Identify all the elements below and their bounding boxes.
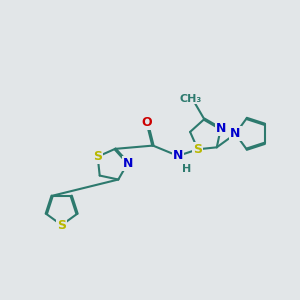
Text: S: S — [57, 219, 66, 232]
Text: O: O — [142, 116, 152, 128]
Text: N: N — [230, 127, 241, 140]
Text: S: S — [193, 143, 202, 156]
Text: CH₃: CH₃ — [179, 94, 202, 103]
Text: N: N — [173, 149, 183, 162]
Text: N: N — [123, 157, 133, 169]
Text: H: H — [182, 164, 191, 174]
Text: S: S — [93, 150, 102, 163]
Text: N: N — [216, 122, 226, 135]
